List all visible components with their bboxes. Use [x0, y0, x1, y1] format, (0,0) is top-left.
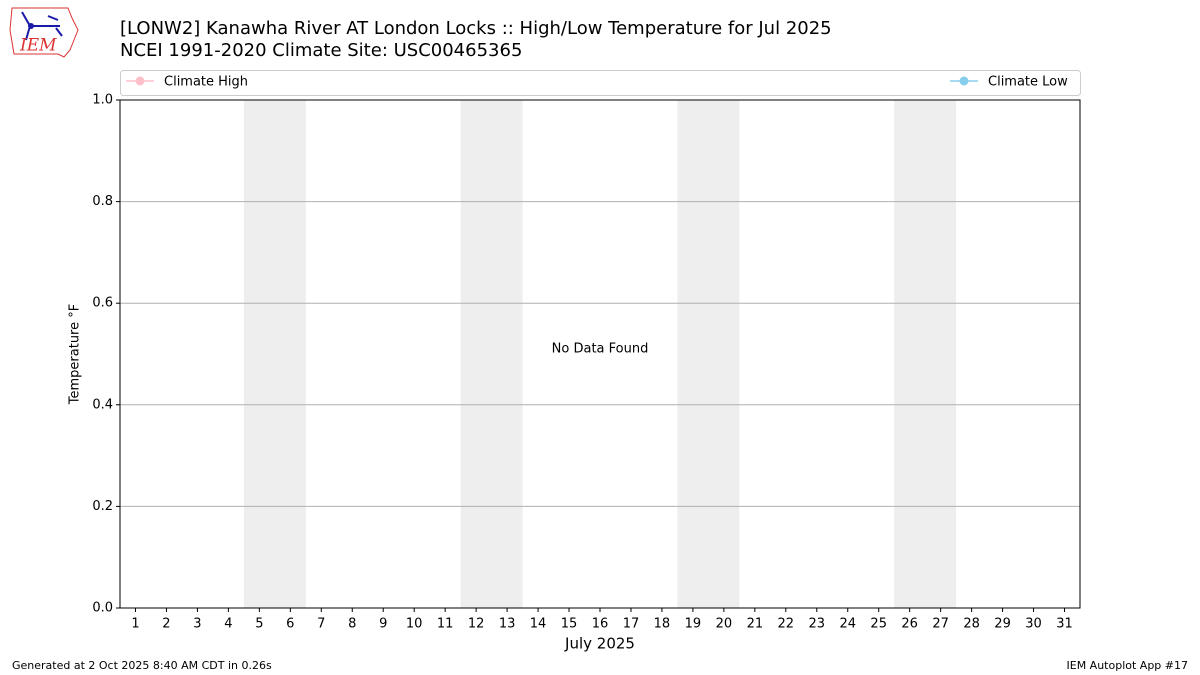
x-tick-label: 15 [561, 617, 578, 632]
y-tick-label: 0.8 [92, 194, 113, 209]
x-tick-label: 16 [592, 617, 609, 632]
x-tick-label: 4 [224, 617, 232, 632]
x-tick-label: 25 [870, 617, 887, 632]
x-tick-label: 20 [716, 617, 733, 632]
footer-left: Generated at 2 Oct 2025 8:40 AM CDT in 0… [12, 659, 272, 672]
x-tick-label: 24 [839, 617, 856, 632]
y-axis-label: Temperature °F [68, 304, 83, 405]
legend-label: Climate Low [988, 75, 1068, 90]
x-tick-label: 27 [932, 617, 949, 632]
y-tick-label: 0.6 [92, 296, 113, 311]
x-tick-label: 14 [530, 617, 547, 632]
x-tick-label: 29 [994, 617, 1011, 632]
weekend-shade [894, 100, 957, 608]
weekend-shade [677, 100, 740, 608]
footer-right: IEM Autoplot App #17 [1067, 659, 1189, 672]
weekend-shade [460, 100, 523, 608]
x-tick-label: 2 [162, 617, 170, 632]
y-tick-label: 0.4 [92, 397, 113, 412]
annotation: No Data Found [552, 342, 649, 357]
logo: IEM [9, 7, 79, 58]
x-tick-label: 30 [1025, 617, 1042, 632]
x-tick-label: 8 [348, 617, 356, 632]
x-tick-label: 12 [468, 617, 485, 632]
legend-box [120, 70, 1081, 96]
y-tick-label: 0.2 [92, 499, 113, 514]
x-tick-label: 9 [379, 617, 387, 632]
x-tick-label: 22 [778, 617, 795, 632]
x-tick-label: 23 [809, 617, 826, 632]
plot-frame [119, 99, 1081, 609]
x-tick-label: 1 [131, 617, 139, 632]
x-tick-label: 26 [901, 617, 918, 632]
x-axis-label: July 2025 [564, 635, 635, 653]
x-tick-label: 17 [623, 617, 640, 632]
legend-label: Climate High [164, 75, 248, 90]
x-tick-label: 6 [286, 617, 294, 632]
x-tick-label: 3 [193, 617, 201, 632]
weekend-shade [243, 100, 306, 608]
x-tick-label: 19 [685, 617, 702, 632]
x-tick-label: 31 [1056, 617, 1073, 632]
x-tick-label: 5 [255, 617, 263, 632]
legend-marker [959, 76, 969, 86]
chart-subtitle: NCEI 1991-2020 Climate Site: USC00465365 [120, 40, 522, 61]
x-tick-label: 21 [747, 617, 764, 632]
x-tick-label: 18 [654, 617, 671, 632]
x-tick-label: 7 [317, 617, 325, 632]
chart-title: [LONW2] Kanawha River AT London Locks ::… [120, 18, 832, 39]
x-tick-label: 11 [437, 617, 454, 632]
legend-marker [135, 76, 145, 86]
x-tick-label: 13 [499, 617, 516, 632]
x-tick-label: 10 [406, 617, 423, 632]
logo-text: IEM [19, 36, 57, 56]
x-tick-label: 28 [963, 617, 980, 632]
y-tick-label: 0.0 [92, 601, 113, 616]
y-tick-label: 1.0 [92, 93, 113, 108]
